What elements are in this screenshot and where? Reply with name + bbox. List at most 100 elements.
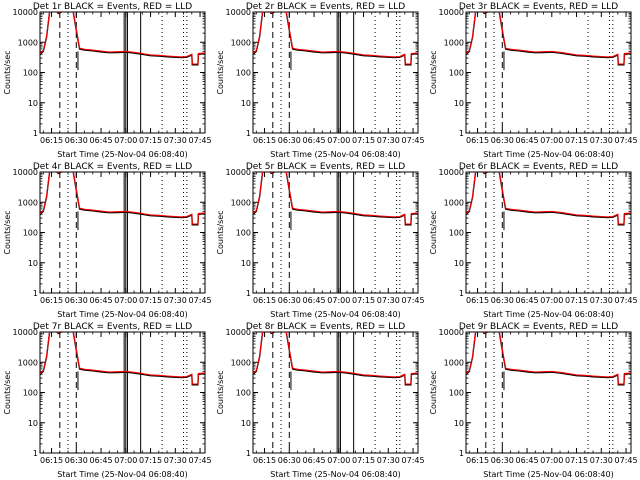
- x-axis-label: Start Time (25-Nov-04 06:08:40): [57, 150, 187, 159]
- x-tick-label: 07:30: [590, 456, 613, 465]
- x-tick-label: 06:15: [253, 296, 276, 305]
- plot-area: [40, 172, 205, 293]
- detector-chart-2: Det 2r BLACK = Events, RED = LLD Counts/s…: [216, 2, 425, 159]
- y-axis-label: Counts/sec: [216, 50, 225, 94]
- detector-chart-3: Det 3r BLACK = Events, RED = LLD Counts/s…: [429, 2, 638, 159]
- y-tick-label: 1000: [444, 38, 464, 47]
- detector-chart-7: Det 7r BLACK = Events, RED = LLD Counts/s…: [3, 322, 212, 479]
- x-tick-label: 07:15: [352, 136, 375, 145]
- plot-area: [40, 332, 205, 453]
- y-tick-label: 1: [246, 129, 251, 138]
- y-tick-label: 10: [28, 419, 38, 428]
- x-tick-label: 06:30: [278, 296, 301, 305]
- y-tick-label: 10000: [226, 8, 251, 17]
- lld-line: [253, 172, 418, 225]
- lld-line: [253, 12, 418, 65]
- chart-title: Det 8r BLACK = Events, RED = LLD: [246, 322, 405, 332]
- x-tick-label: 07:15: [139, 136, 162, 145]
- x-tick-label: 06:15: [253, 136, 276, 145]
- plot-frame: [39, 11, 206, 134]
- x-tick-label: 06:15: [40, 456, 63, 465]
- y-tick-label: 10: [454, 259, 464, 268]
- plot-area: [253, 12, 418, 133]
- y-tick-label: 10000: [439, 168, 464, 177]
- detector-chart-5: Det 5r BLACK = Events, RED = LLD Counts/s…: [216, 162, 425, 319]
- y-axis-label: Counts/sec: [3, 50, 12, 94]
- x-tick-label: 07:30: [377, 136, 400, 145]
- lld-line: [466, 332, 631, 385]
- detector-chart-4: Det 4r BLACK = Events, RED = LLD Counts/s…: [3, 162, 212, 319]
- detector-chart-1: Det 1r BLACK = Events, RED = LLD Counts/s…: [3, 2, 212, 159]
- x-tick-label: 07:00: [114, 456, 137, 465]
- plot-area: [466, 172, 631, 293]
- y-axis-label: Counts/sec: [3, 210, 12, 254]
- y-axis-label: Counts/sec: [429, 50, 438, 94]
- y-tick-label: 100: [236, 229, 251, 238]
- x-tick-label: 06:30: [491, 456, 514, 465]
- x-tick-label: 07:30: [377, 456, 400, 465]
- x-axis-label: Start Time (25-Nov-04 06:08:40): [270, 310, 400, 319]
- x-tick-label: 07:30: [377, 296, 400, 305]
- chart-title: Det 6r BLACK = Events, RED = LLD: [459, 162, 618, 172]
- x-tick-label: 06:15: [40, 136, 63, 145]
- x-tick-label: 07:30: [164, 136, 187, 145]
- lld-line: [40, 12, 205, 65]
- events-line: [466, 172, 631, 226]
- x-tick-label: 06:30: [65, 456, 88, 465]
- x-axis-label: Start Time (25-Nov-04 06:08:40): [483, 310, 613, 319]
- detector-chart-6: Det 6r BLACK = Events, RED = LLD Counts/s…: [429, 162, 638, 319]
- y-tick-label: 1: [459, 129, 464, 138]
- y-tick-label: 1000: [18, 38, 38, 47]
- x-tick-label: 06:15: [466, 456, 489, 465]
- x-axis-label: Start Time (25-Nov-04 06:08:40): [57, 310, 187, 319]
- x-tick-label: 07:15: [565, 136, 588, 145]
- x-tick-label: 06:30: [491, 296, 514, 305]
- x-tick-label: 07:15: [139, 296, 162, 305]
- chart-title: Det 9r BLACK = Events, RED = LLD: [459, 322, 618, 332]
- x-tick-label: 07:00: [540, 456, 563, 465]
- x-axis-label: Start Time (25-Nov-04 06:08:40): [57, 470, 187, 479]
- y-tick-label: 100: [236, 389, 251, 398]
- y-axis-label: Counts/sec: [429, 370, 438, 414]
- x-tick-label: 06:45: [516, 136, 539, 145]
- x-tick-label: 07:15: [565, 456, 588, 465]
- y-tick-label: 100: [236, 69, 251, 78]
- events-line: [40, 12, 205, 66]
- y-tick-label: 1000: [444, 198, 464, 207]
- x-tick-label: 06:30: [491, 136, 514, 145]
- x-tick-label: 07:15: [352, 296, 375, 305]
- events-line: [466, 332, 631, 386]
- x-tick-label: 07:15: [565, 296, 588, 305]
- y-axis-label: Counts/sec: [216, 210, 225, 254]
- y-tick-label: 100: [23, 229, 38, 238]
- chart-title: Det 4r BLACK = Events, RED = LLD: [33, 162, 192, 172]
- x-tick-label: 06:15: [253, 456, 276, 465]
- x-tick-label: 07:00: [327, 456, 350, 465]
- chart-title: Det 5r BLACK = Events, RED = LLD: [246, 162, 405, 172]
- x-tick-label: 06:30: [278, 456, 301, 465]
- x-axis-label: Start Time (25-Nov-04 06:08:40): [270, 150, 400, 159]
- chart-title: Det 1r BLACK = Events, RED = LLD: [33, 2, 192, 12]
- x-tick-label: 07:30: [590, 296, 613, 305]
- x-tick-label: 07:00: [327, 296, 350, 305]
- y-tick-label: 100: [449, 69, 464, 78]
- y-tick-label: 1000: [231, 38, 251, 47]
- x-tick-label: 07:00: [540, 136, 563, 145]
- y-tick-label: 1000: [231, 358, 251, 367]
- y-tick-label: 1: [246, 449, 251, 458]
- plot-frame: [465, 171, 632, 294]
- lld-line: [466, 12, 631, 65]
- x-tick-label: 06:30: [278, 136, 301, 145]
- y-tick-label: 10: [28, 259, 38, 268]
- x-tick-label: 06:15: [466, 136, 489, 145]
- y-tick-label: 10000: [226, 168, 251, 177]
- x-tick-label: 06:45: [516, 296, 539, 305]
- x-tick-label: 06:45: [516, 456, 539, 465]
- lld-line: [253, 332, 418, 385]
- x-tick-label: 06:45: [303, 296, 326, 305]
- plot-frame: [252, 331, 419, 454]
- events-line: [466, 12, 631, 66]
- x-tick-label: 06:45: [90, 456, 113, 465]
- events-line: [253, 332, 418, 386]
- detector-chart-9: Det 9r BLACK = Events, RED = LLD Counts/s…: [429, 322, 638, 479]
